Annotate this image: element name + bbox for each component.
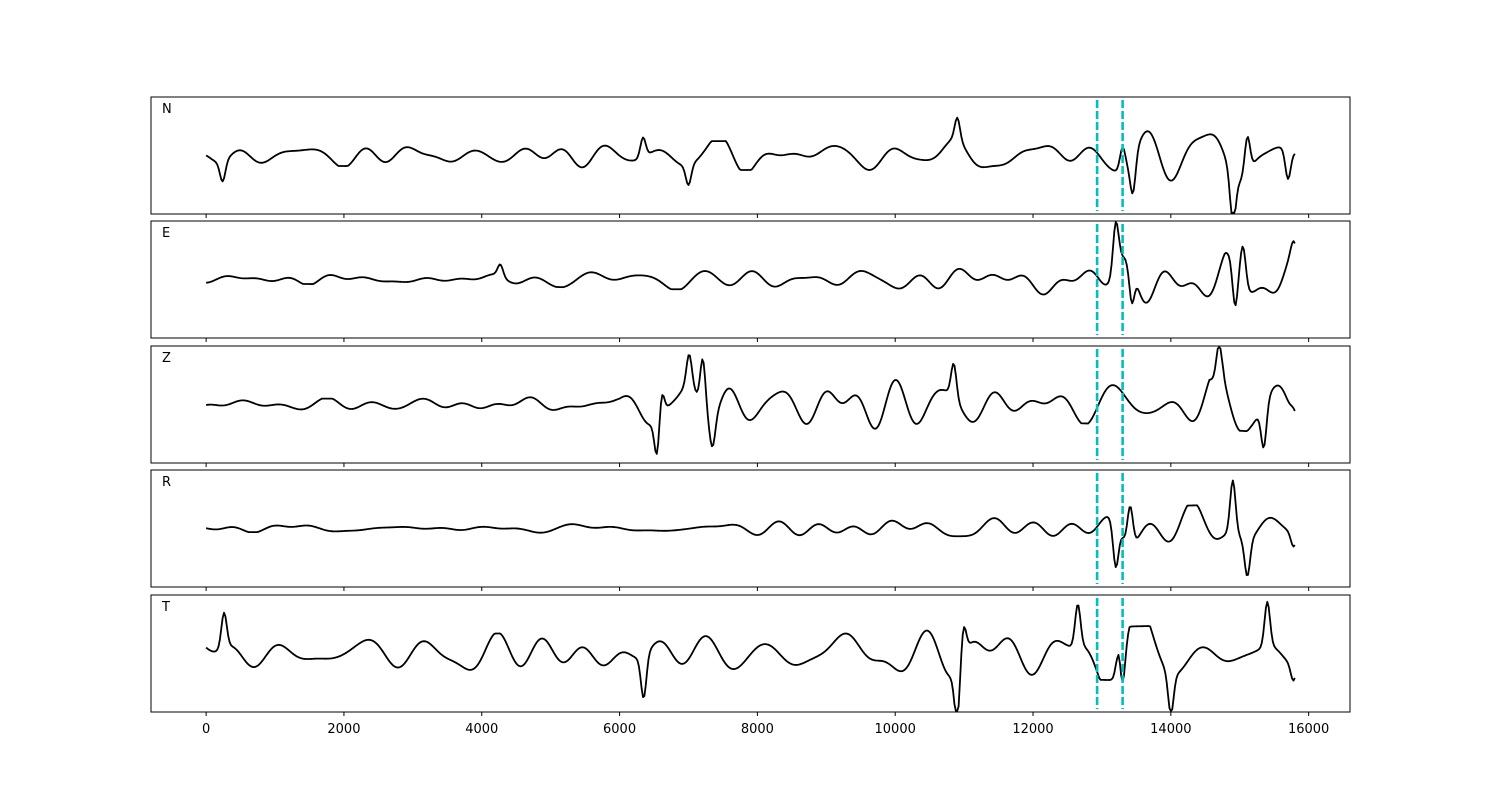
panel-label: T xyxy=(161,600,170,615)
x-tick-label: 14000 xyxy=(1150,722,1191,737)
waveform-trace-z xyxy=(205,346,1296,455)
panel-frame xyxy=(150,220,1351,339)
panel-r: R xyxy=(150,469,1351,591)
panel-frame xyxy=(150,345,1351,464)
waveform-trace-n xyxy=(205,116,1296,214)
panel-label: E xyxy=(162,226,170,241)
x-tick-label: 6000 xyxy=(603,722,636,737)
waveform-trace-e xyxy=(206,221,1296,307)
panel-label: R xyxy=(162,475,171,490)
panel-n: N xyxy=(150,96,1351,218)
waveform-trace-r xyxy=(205,479,1296,576)
panel-z: Z xyxy=(150,345,1351,467)
panel-label: Z xyxy=(162,351,171,366)
x-tick-label: 0 xyxy=(202,722,210,737)
panel-label: N xyxy=(162,102,172,117)
panel-frame xyxy=(150,469,1351,588)
panel-t: T xyxy=(150,594,1351,716)
panel-frame xyxy=(150,96,1351,215)
waveform-trace-t xyxy=(205,600,1296,712)
x-tick-label: 4000 xyxy=(465,722,498,737)
panel-e: E xyxy=(150,220,1351,342)
x-tick-label: 16000 xyxy=(1288,722,1329,737)
x-tick-label: 10000 xyxy=(875,722,916,737)
x-tick-label: 2000 xyxy=(327,722,360,737)
panel-frame xyxy=(150,594,1351,713)
x-tick-label: 12000 xyxy=(1012,722,1053,737)
x-tick-label: 8000 xyxy=(741,722,774,737)
